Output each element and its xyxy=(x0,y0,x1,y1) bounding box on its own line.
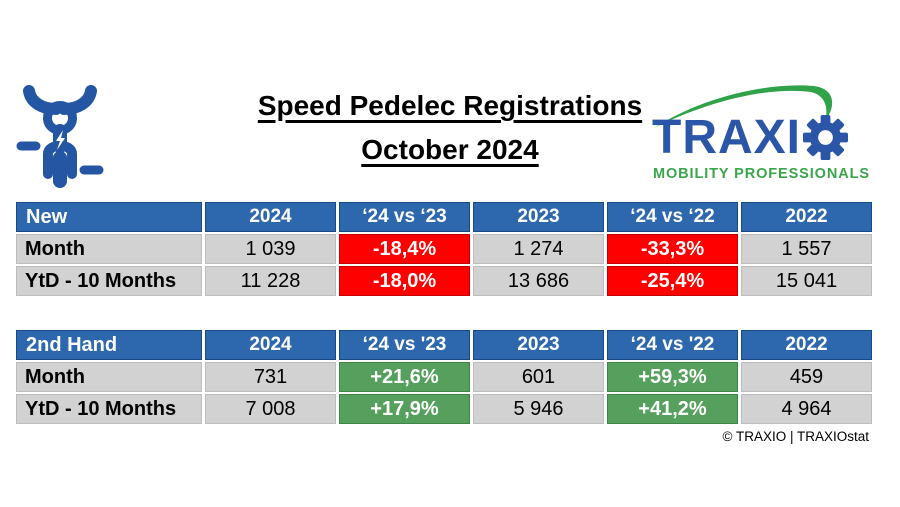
delta-cell-negative: -18,4% xyxy=(339,234,470,264)
table-header-row: New 2024 ‘24 vs ‘23 2023 ‘24 vs ‘22 2022 xyxy=(16,202,872,232)
value-cell: 731 xyxy=(205,362,336,392)
table-second-hand: 2nd Hand 2024 ‘24 vs '23 2023 ‘24 vs '22… xyxy=(13,328,875,426)
table-row: YtD - 10 Months 11 228 -18,0% 13 686 -25… xyxy=(16,266,872,296)
value-cell: 1 039 xyxy=(205,234,336,264)
column-header: ‘24 vs ‘22 xyxy=(607,202,738,232)
column-header: ‘24 vs '22 xyxy=(607,330,738,360)
table-row: Month 1 039 -18,4% 1 274 -33,3% 1 557 xyxy=(16,234,872,264)
value-cell: 15 041 xyxy=(741,266,872,296)
brand-wordmark: TRAXI xyxy=(652,111,849,164)
row-label: YtD - 10 Months xyxy=(16,394,202,424)
delta-cell-positive: +17,9% xyxy=(339,394,470,424)
credit-text: © TRAXIO | TRAXIOstat xyxy=(722,429,870,444)
title-line-1: Speed Pedelec Registrations xyxy=(257,90,643,121)
row-label: Month xyxy=(16,234,202,264)
column-header: ‘24 vs ‘23 xyxy=(339,202,470,232)
column-header: 2022 xyxy=(741,330,872,360)
section-label: New xyxy=(16,202,202,232)
table-header-row: 2nd Hand 2024 ‘24 vs '23 2023 ‘24 vs '22… xyxy=(16,330,872,360)
table-row: YtD - 10 Months 7 008 +17,9% 5 946 +41,2… xyxy=(16,394,872,424)
logo-subtitle: MOBILITY PROFESSIONALS xyxy=(653,166,870,182)
traxio-logo: TRAXI MOBILIT xyxy=(652,70,892,188)
column-header: 2023 xyxy=(473,202,604,232)
gear-icon xyxy=(802,114,849,161)
column-header: 2023 xyxy=(473,330,604,360)
section-label: 2nd Hand xyxy=(16,330,202,360)
lightning-bolt-icon xyxy=(56,130,65,150)
delta-cell-positive: +21,6% xyxy=(339,362,470,392)
delta-cell-negative: -33,3% xyxy=(607,234,738,264)
swoosh-icon xyxy=(654,85,833,128)
row-label: Month xyxy=(16,362,202,392)
value-cell: 601 xyxy=(473,362,604,392)
delta-cell-negative: -25,4% xyxy=(607,266,738,296)
speed-pedelec-icon xyxy=(16,85,104,188)
row-label: YtD - 10 Months xyxy=(16,266,202,296)
table-new: New 2024 ‘24 vs ‘23 2023 ‘24 vs ‘22 2022… xyxy=(13,200,875,298)
column-header: 2024 xyxy=(205,202,336,232)
value-cell: 1 274 xyxy=(473,234,604,264)
page-title: Speed Pedelec Registrations October 2024 xyxy=(160,84,740,172)
value-cell: 1 557 xyxy=(741,234,872,264)
title-line-2: October 2024 xyxy=(361,134,539,165)
brand-text: TRAXI xyxy=(652,111,801,164)
delta-cell-negative: -18,0% xyxy=(339,266,470,296)
value-cell: 7 008 xyxy=(205,394,336,424)
value-cell: 459 xyxy=(741,362,872,392)
value-cell: 11 228 xyxy=(205,266,336,296)
table-row: Month 731 +21,6% 601 +59,3% 459 xyxy=(16,362,872,392)
value-cell: 13 686 xyxy=(473,266,604,296)
value-cell: 4 964 xyxy=(741,394,872,424)
column-header: 2024 xyxy=(205,330,336,360)
delta-cell-positive: +59,3% xyxy=(607,362,738,392)
column-header: ‘24 vs '23 xyxy=(339,330,470,360)
delta-cell-positive: +41,2% xyxy=(607,394,738,424)
value-cell: 5 946 xyxy=(473,394,604,424)
column-header: 2022 xyxy=(741,202,872,232)
